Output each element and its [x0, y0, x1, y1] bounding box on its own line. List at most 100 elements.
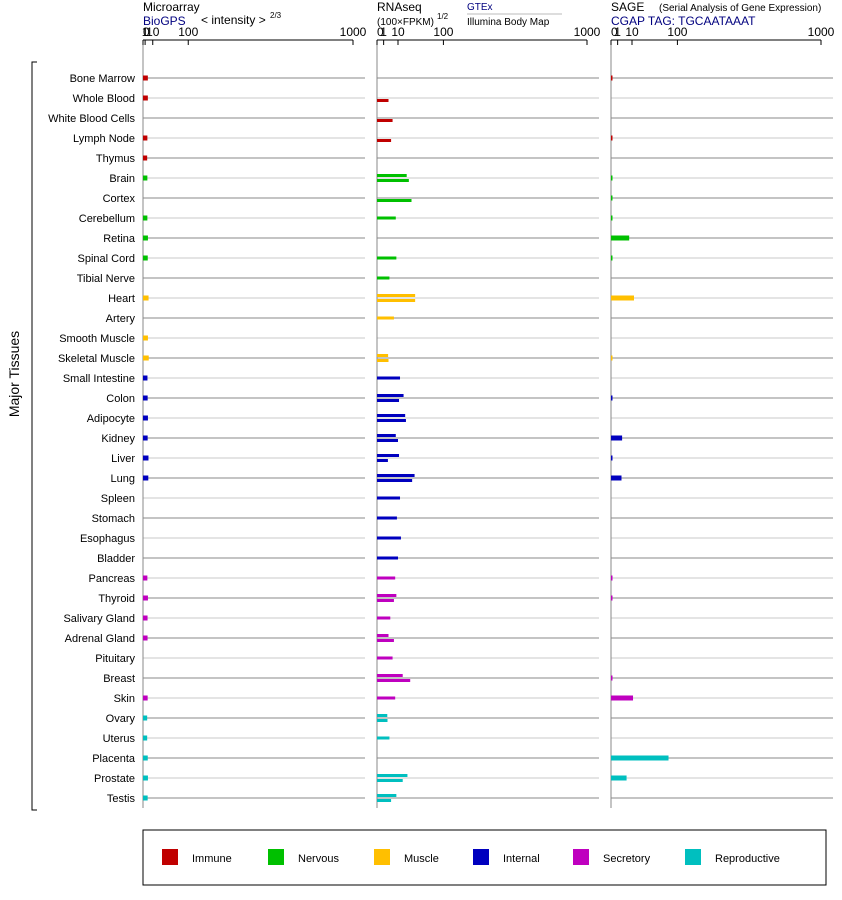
- microarray-bar: [143, 135, 148, 141]
- sage-bar: [611, 675, 613, 681]
- rnaseq-bar: [377, 696, 396, 700]
- rnaseq-bar: [377, 376, 401, 380]
- microarray-bar: [143, 295, 149, 301]
- rnaseq-bar: [377, 479, 413, 482]
- tissue-label: Smooth Muscle: [59, 333, 135, 345]
- rnaseq-bar: [377, 359, 389, 362]
- sage-title-note: (Serial Analysis of Gene Expression): [659, 3, 821, 14]
- tissue-label: Spinal Cord: [78, 253, 135, 265]
- microarray-bar: [143, 235, 148, 241]
- sage-tick-label: 1000: [808, 25, 835, 39]
- rnaseq-bar: [377, 316, 394, 320]
- sage-bar: [611, 475, 622, 481]
- microarray-bar: [143, 75, 148, 81]
- microarray-subtitle-note: < intensity >: [201, 13, 266, 27]
- y-axis-label: Major Tissues: [6, 331, 22, 417]
- sage-bar: [611, 135, 613, 141]
- rnaseq-bar: [377, 454, 400, 457]
- rnaseq-bar: [377, 576, 396, 580]
- rnaseq-bar: [377, 774, 408, 777]
- sage-bar: [611, 775, 627, 781]
- tissue-label: Stomach: [92, 513, 135, 525]
- legend-label-secretory: Secretory: [603, 853, 651, 865]
- rnaseq-header: RNAseq (100×FPKM) 1/2 GTEx Illumina Body…: [377, 0, 562, 28]
- rnaseq-bar: [377, 799, 392, 802]
- tissue-labels: Bone Marrow Whole Blood White Blood Cells L…: [48, 73, 136, 805]
- rnaseq-bar: [377, 496, 401, 500]
- legend: Immune Nervous Muscle Internal Secretory Repr…: [162, 849, 780, 865]
- tissue-label: Pituitary: [95, 653, 135, 665]
- tissue-label: Retina: [103, 233, 136, 245]
- rnaseq-bar: [377, 674, 403, 677]
- tissue-label: Adipocyte: [87, 413, 135, 425]
- sage-header: SAGE (Serial Analysis of Gene Expression…: [611, 0, 821, 28]
- rnaseq-bar: [377, 779, 403, 782]
- microarray-tick-label: 1: [142, 25, 149, 39]
- microarray-bar: [143, 95, 148, 101]
- microarray-bar: [143, 435, 148, 441]
- tissue-label: Ovary: [106, 713, 136, 725]
- tissue-label: Artery: [106, 313, 136, 325]
- microarray-bar: [143, 715, 148, 721]
- tissue-label: Thymus: [96, 153, 136, 165]
- rnaseq-tick-label: 100: [433, 25, 453, 39]
- rnaseq-bar: [377, 99, 389, 102]
- rnaseq-bar: [377, 516, 397, 520]
- microarray-bar: [143, 595, 148, 601]
- microarray-bar: [143, 755, 148, 761]
- tissue-label: Lymph Node: [73, 133, 135, 145]
- sage-bar: [611, 575, 613, 581]
- sage-bar: [611, 355, 613, 361]
- legend-swatch-immune: [162, 849, 178, 865]
- tissue-label: Adrenal Gland: [65, 633, 135, 645]
- rnaseq-bar: [377, 639, 394, 642]
- legend-swatch-internal: [473, 849, 489, 865]
- tissue-label: Small Intestine: [63, 373, 135, 385]
- rnaseq-bar: [377, 216, 396, 220]
- legend-swatch-nervous: [268, 849, 284, 865]
- microarray-bar: [143, 335, 148, 341]
- rnaseq-bar: [377, 439, 398, 442]
- sage-bar: [611, 455, 613, 461]
- microarray-bar: [143, 475, 149, 481]
- microarray-bar: [143, 575, 148, 581]
- rnaseq-bar: [377, 399, 400, 402]
- microarray-bar: [143, 175, 148, 181]
- microarray-bar: [143, 395, 148, 401]
- tissue-label: Spleen: [101, 493, 135, 505]
- tissue-label: Esophagus: [80, 533, 136, 545]
- row-lines: [143, 77, 833, 799]
- microarray-exponent: 2/3: [270, 11, 282, 20]
- rnaseq-bar: [377, 556, 398, 560]
- rnaseq-bar: [377, 419, 406, 422]
- tissue-label: Bladder: [97, 553, 135, 565]
- legend-label-muscle: Muscle: [404, 853, 439, 865]
- microarray-bar: [143, 695, 148, 701]
- rnaseq-bar: [377, 599, 394, 602]
- rnaseq-bar: [377, 414, 406, 417]
- tissue-label: Kidney: [101, 433, 135, 445]
- microarray-tick-label: 1000: [340, 25, 367, 39]
- tissue-label: Salivary Gland: [63, 613, 135, 625]
- tissue-label: Breast: [103, 673, 135, 685]
- rnaseq-bar: [377, 179, 409, 182]
- sage-tick-label: 100: [667, 25, 687, 39]
- microarray-bar: [143, 215, 148, 221]
- rnaseq-bar: [377, 594, 397, 597]
- microarray-bar: [143, 375, 148, 381]
- microarray-bar: [143, 795, 148, 801]
- tissue-label: Whole Blood: [73, 93, 135, 105]
- legend-swatch-muscle: [374, 849, 390, 865]
- rnaseq-bar: [377, 459, 388, 462]
- microarray-title: Microarray: [143, 0, 200, 14]
- microarray-tick-label: 0: [143, 25, 150, 39]
- tissue-label: Prostate: [94, 773, 135, 785]
- rnaseq-bar: [377, 256, 397, 260]
- tissue-label: Skin: [114, 693, 135, 705]
- rnaseq-bar: [377, 434, 396, 437]
- sage-bar: [611, 435, 623, 441]
- sage-bar: [611, 695, 634, 701]
- tissue-label: Colon: [106, 393, 135, 405]
- legend-label-immune: Immune: [192, 853, 232, 865]
